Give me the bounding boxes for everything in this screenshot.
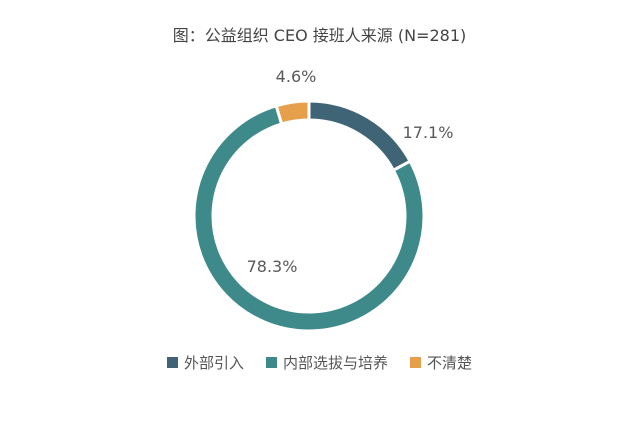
legend-label-external: 外部引入 (183, 354, 244, 372)
legend-swatch-external (166, 357, 178, 368)
legend-label-unknown: 不清楚 (427, 354, 473, 372)
donut-slice-external (307, 99, 413, 173)
data-label-external: 17.1% (403, 123, 454, 142)
legend-item-unknown: 不清楚 (410, 352, 472, 373)
chart-legend: 外部引入 内部选拔与培养 不清楚 (0, 352, 639, 373)
legend-swatch-internal (265, 357, 277, 368)
legend-swatch-unknown (410, 357, 421, 368)
data-label-unknown: 4.6% (276, 67, 317, 86)
donut-slice-unknown (274, 99, 311, 126)
donut-slice-internal (192, 103, 426, 333)
legend-item-external: 外部引入 (166, 352, 244, 373)
legend-label-internal: 内部选拔与培养 (282, 354, 388, 372)
legend-item-internal: 内部选拔与培养 (265, 352, 388, 373)
data-label-internal: 78.3% (247, 257, 298, 276)
chart-title: 图：公益组织 CEO 接班人来源 (N=281) (172, 26, 467, 45)
